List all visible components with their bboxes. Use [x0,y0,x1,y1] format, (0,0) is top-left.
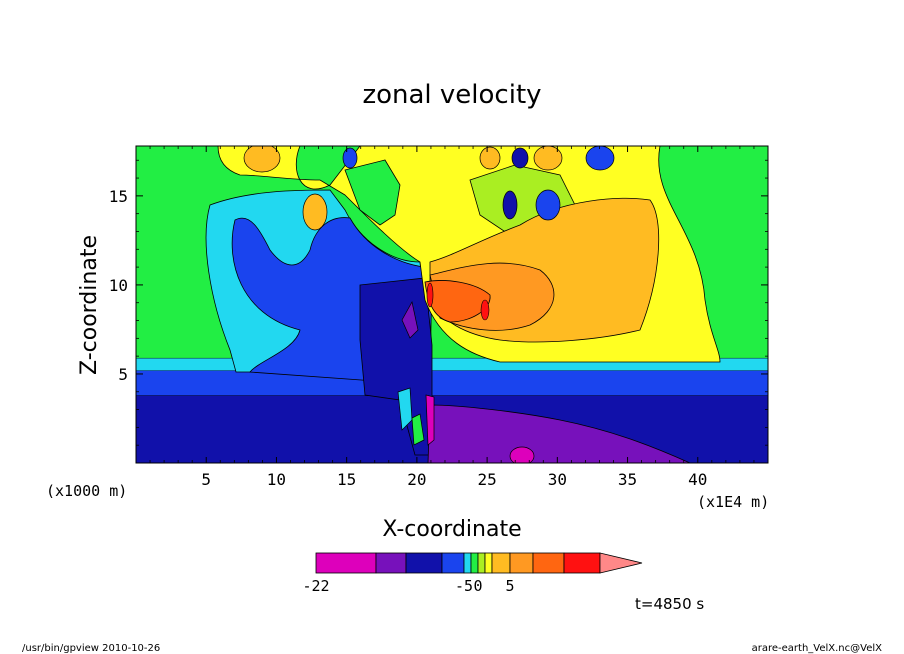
colorbar-swatch [484,552,493,574]
colorbar-swatch [315,552,377,574]
y-axis-label: Z-coordinate [77,235,102,375]
upper-orange-cell [243,146,281,173]
upper-orange-cell [479,146,501,170]
x-tick-label: 15 [337,470,356,489]
red-spot [480,299,490,321]
colorbar-swatch [375,552,407,574]
y-axis: 5 10 15 [109,159,768,446]
upper-blue-cell [585,146,615,171]
x-scale-label: (x1E4 m) [697,493,769,511]
colorbar-tick-label: -5 [455,577,473,595]
upper-blue-cell [535,189,561,221]
lower-features [401,301,691,463]
plot-frame [135,145,769,464]
upper-blue-cell [342,147,358,169]
colorbar-tick-label: -22 [302,577,329,595]
purple-lobe [427,404,691,463]
magenta-spot [425,394,435,446]
colorbar-tick-label: 0 [473,577,482,595]
green-mixing [411,413,425,446]
upper-blue-cell [502,190,518,220]
colorbar-overflow-arrow [599,552,643,574]
x-tick-label: 10 [267,470,286,489]
contour-features [205,146,721,456]
colorbar-swatch [405,552,443,574]
band-mid-jet [136,370,768,396]
colorbar-swatch [532,552,565,574]
colorbar-ticks: -22 -5 0 5 [302,577,514,595]
time-annotation: t=4850 s [635,595,704,613]
colorbar [315,552,643,574]
y-tick-label: 10 [109,276,128,295]
x-axis: 5 10 15 20 25 30 35 40 [149,146,755,489]
upper-orange-cells [243,146,563,231]
colorbar-swatch [509,552,534,574]
x-tick-label: 25 [477,470,496,489]
upper-orange-cell [302,193,328,231]
x-tick-label: 20 [407,470,426,489]
x-tick-label: 35 [618,470,637,489]
upper-blue-cell [511,147,529,169]
colorbar-swatch [477,552,486,574]
y-tick-label: 5 [118,365,128,384]
colorbar-tick-label: 5 [505,577,514,595]
plot-area [136,146,768,463]
magenta-spot [509,446,535,463]
red-spot-2 [426,282,434,308]
x-tick-label: 40 [688,470,707,489]
y-tick-label: 15 [109,187,128,206]
y-scale-label: (x1000 m) [46,482,127,500]
colorbar-swatch [491,552,511,574]
upper-blue-cells [342,146,615,221]
green-speckled-region [344,159,401,226]
colorbar-swatch [463,552,472,574]
colorbar-swatch [470,552,479,574]
purple-lobe [401,301,419,339]
footer-left: /usr/bin/gpview 2010-10-26 [22,643,160,654]
x-tick-label: 30 [548,470,567,489]
footer-right: arare-earth_VelX.nc@VelX [752,643,883,654]
colorbar-swatch [563,552,601,574]
x-axis-label: X-coordinate [382,517,521,542]
colorbar-swatch [441,552,465,574]
upper-orange-cell [533,146,563,171]
x-tick-label: 5 [201,470,211,489]
chart-title: zonal velocity [362,80,541,110]
